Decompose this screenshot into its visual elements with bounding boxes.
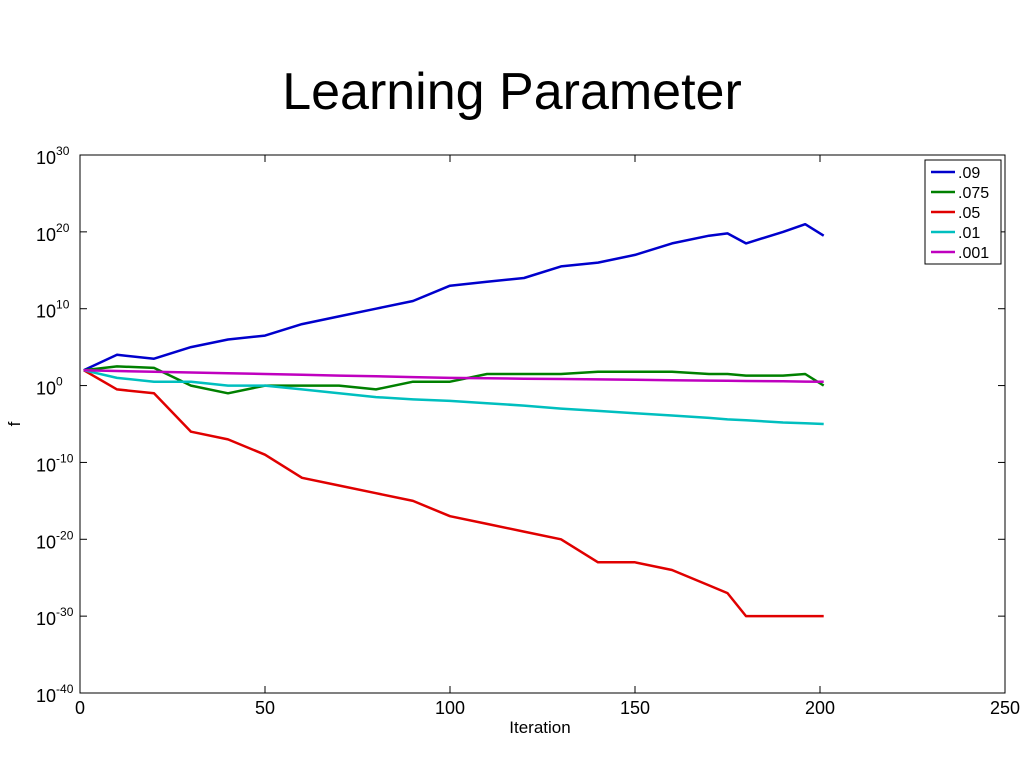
series-line-p075	[83, 365, 825, 395]
series-lines	[83, 222, 825, 618]
y-tick-label: 1010	[36, 298, 70, 322]
series-line-p01	[83, 368, 824, 426]
series-line-p05	[83, 369, 824, 618]
y-tick-label: 10-20	[36, 528, 74, 552]
page-title: Learning Parameter	[282, 63, 742, 121]
x-tick-label: 50	[255, 698, 275, 718]
y-tick-exponent: -10	[56, 451, 74, 465]
y-tick-base: 10	[36, 455, 56, 475]
y-tick-exponent: 0	[56, 375, 63, 389]
y-tick-base: 10	[36, 686, 56, 706]
x-tick-label: 250	[990, 698, 1020, 718]
legend-entry: .075	[958, 185, 989, 202]
x-tick-label: 200	[805, 698, 835, 718]
y-tick-exponent: -30	[56, 605, 74, 619]
x-tick-label: 0	[75, 698, 85, 718]
y-tick-base: 10	[36, 532, 56, 552]
x-axis-label: Iteration	[509, 718, 570, 737]
y-tick-base: 10	[36, 379, 56, 399]
legend-entry: .09	[958, 165, 980, 182]
y-tick-label: 1020	[36, 221, 70, 245]
y-tick-label: 10-10	[36, 451, 74, 475]
y-tick-label: 100	[36, 375, 63, 399]
legend-entry: .001	[958, 245, 989, 262]
y-tick-exponent: 30	[56, 144, 70, 158]
plot-area	[79, 154, 1006, 694]
y-tick-label: 10-40	[36, 682, 74, 706]
y-tick-label: 1030	[36, 144, 70, 168]
y-tick-base: 10	[36, 148, 56, 168]
y-tick-base: 10	[36, 609, 56, 629]
y-tick-base: 10	[36, 225, 56, 245]
legend-entry: .05	[958, 205, 980, 222]
x-tick-label: 100	[435, 698, 465, 718]
series-line-p001	[83, 368, 824, 383]
legend: .09 .075 .05 .01 .001	[924, 159, 1002, 265]
y-tick-exponent: -40	[56, 682, 74, 696]
legend-entry: .01	[958, 225, 980, 242]
y-tick-label: 10-30	[36, 605, 74, 629]
y-tick-exponent: -20	[56, 528, 74, 542]
y-tick-base: 10	[36, 302, 56, 322]
y-axis-label: f	[5, 421, 24, 426]
y-tick-exponent: 10	[56, 298, 70, 312]
x-tick-label: 150	[620, 698, 650, 718]
y-tick-exponent: 20	[56, 221, 70, 235]
series-line-p09	[83, 222, 825, 372]
axis-ticks: 0 50 100 150 200 25010301020101010010-1010-20…	[36, 144, 1020, 718]
